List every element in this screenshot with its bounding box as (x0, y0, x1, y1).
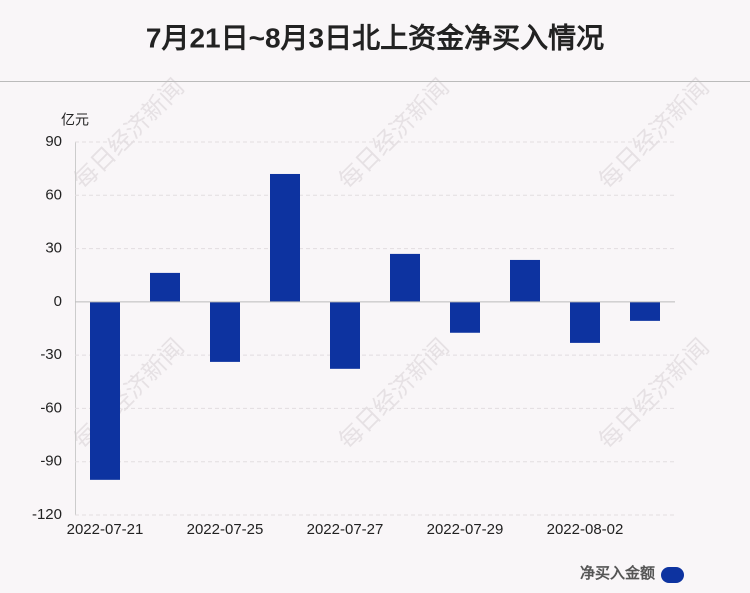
bar (390, 253, 420, 302)
bar (510, 259, 540, 302)
legend-swatch (661, 567, 684, 583)
bar (210, 301, 240, 362)
x-tick-label: 2022-07-25 (187, 521, 264, 538)
y-tick-label: 0 (54, 293, 62, 310)
legend-label: 净买入金额 (580, 564, 655, 582)
y-tick-label: -90 (40, 453, 62, 470)
bar (270, 173, 300, 302)
bar (450, 301, 480, 333)
y-tick-label: -120 (32, 506, 62, 523)
chart-title: 7月21日~8月3日北上资金净买入情况 (146, 21, 604, 53)
x-tick-label: 2022-07-21 (67, 521, 144, 538)
y-tick-label: -60 (40, 399, 62, 416)
y-tick-label: -30 (40, 346, 62, 363)
bar (330, 301, 360, 369)
bar (150, 272, 180, 302)
bar (570, 301, 600, 343)
y-tick-label: 30 (45, 240, 62, 257)
bar (630, 301, 660, 321)
y-unit: 亿元 (61, 112, 89, 128)
y-tick-label: 60 (45, 186, 62, 203)
y-tick-label: 90 (45, 133, 62, 150)
bar (90, 301, 120, 480)
x-tick-label: 2022-07-27 (307, 521, 384, 538)
x-tick-label: 2022-08-02 (547, 521, 624, 538)
x-tick-label: 2022-07-29 (427, 521, 504, 538)
